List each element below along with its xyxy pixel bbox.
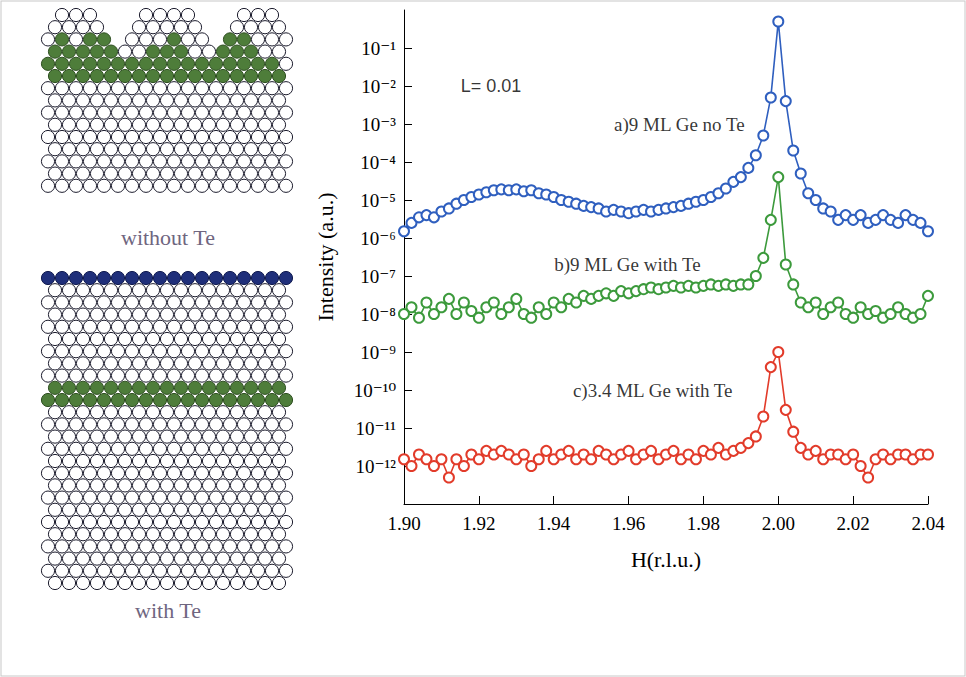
svg-text:L= 0.01: L= 0.01: [461, 76, 522, 96]
svg-text:10⁻¹⁰: 10⁻¹⁰: [354, 380, 397, 401]
svg-text:a)9 ML Ge no Te: a)9 ML Ge no Te: [614, 114, 745, 136]
svg-text:10⁻⁴: 10⁻⁴: [360, 152, 396, 173]
svg-text:1.90: 1.90: [387, 513, 420, 534]
svg-text:10⁻⁷: 10⁻⁷: [360, 266, 396, 287]
svg-text:10⁻¹²: 10⁻¹²: [356, 456, 397, 477]
svg-text:H(r.l.u.): H(r.l.u.): [631, 547, 701, 572]
svg-text:10⁻²: 10⁻²: [361, 76, 396, 97]
svg-text:1.96: 1.96: [612, 513, 645, 534]
svg-text:Intensity (a.u.): Intensity (a.u.): [313, 193, 338, 322]
svg-text:10⁻⁹: 10⁻⁹: [360, 342, 396, 363]
svg-text:10⁻¹¹: 10⁻¹¹: [356, 418, 397, 439]
svg-text:2.04: 2.04: [911, 513, 945, 534]
svg-text:1.92: 1.92: [462, 513, 495, 534]
svg-text:1.94: 1.94: [537, 513, 571, 534]
svg-text:2.00: 2.00: [762, 513, 795, 534]
svg-text:10⁻³: 10⁻³: [361, 114, 396, 135]
svg-text:10⁻⁸: 10⁻⁸: [360, 304, 396, 325]
svg-text:without Te: without Te: [121, 225, 215, 250]
svg-text:10⁻⁵: 10⁻⁵: [360, 190, 396, 211]
svg-text:with Te: with Te: [135, 598, 201, 623]
svg-text:c)3.4 ML Ge with Te: c)3.4 ML Ge with Te: [573, 380, 733, 402]
svg-text:10⁻¹: 10⁻¹: [361, 38, 396, 59]
svg-text:b)9 ML Ge with Te: b)9 ML Ge with Te: [554, 254, 700, 276]
svg-text:2.02: 2.02: [837, 513, 870, 534]
svg-text:10⁻⁶: 10⁻⁶: [360, 228, 396, 249]
svg-text:1.98: 1.98: [687, 513, 720, 534]
